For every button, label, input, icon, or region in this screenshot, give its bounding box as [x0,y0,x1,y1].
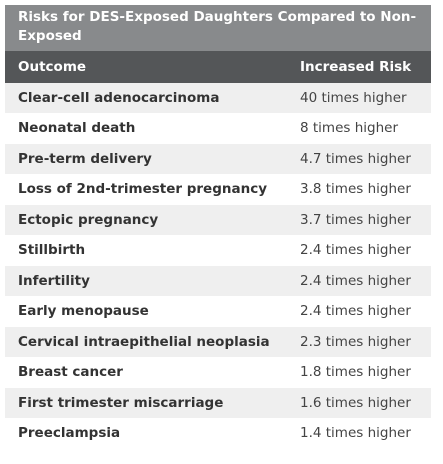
outcome-cell: Loss of 2nd-trimester pregnancy [18,181,268,198]
risk-cell: 1.8 times higher [300,364,411,381]
risk-cell: 1.6 times higher [300,394,411,411]
outcome-cell: Clear-cell adenocarcinoma [18,89,220,106]
table-row: Early menopause 2.4 times higher [5,297,431,327]
risk-cell: 1.4 times higher [300,425,411,442]
outcome-cell: Early menopause [18,303,149,320]
table-row: Loss of 2nd-trimester pregnancy 3.8 time… [5,175,431,205]
risk-cell: 8 times higher [300,120,398,137]
risk-cell: 2.4 times higher [300,272,411,289]
table-row: Ectopic pregnancy 3.7 times higher [5,205,431,236]
risk-table: Risks for DES-Exposed Daughters Compared… [5,5,431,449]
outcome-cell: Neonatal death [18,120,136,137]
risk-cell: 40 times higher [300,89,407,106]
outcome-cell: Stillbirth [18,242,86,259]
table-row: Clear-cell adenocarcinoma 40 times highe… [5,83,431,114]
table-row: Neonatal death 8 times higher [5,114,431,144]
table-row: Pre-term delivery 4.7 times higher [5,144,431,175]
table-row: Cervical intraepithelial neoplasia 2.3 t… [5,327,431,358]
risk-cell: 2.3 times higher [300,333,411,350]
table-row: First trimester miscarriage 1.6 times hi… [5,388,431,419]
column-header-risk: Increased Risk [300,59,412,75]
outcome-cell: First trimester miscarriage [18,394,224,411]
table-title: Risks for DES-Exposed Daughters Compared… [5,5,431,51]
risk-cell: 3.7 times higher [300,211,411,228]
table-header-row: Outcome Increased Risk [5,51,431,83]
table-row: Preeclampsia 1.4 times higher [5,419,431,449]
outcome-cell: Preeclampsia [18,425,121,442]
outcome-cell: Cervical intraepithelial neoplasia [18,333,270,350]
risk-cell: 3.8 times higher [300,181,411,198]
outcome-cell: Pre-term delivery [18,150,152,167]
outcome-cell: Breast cancer [18,364,123,381]
risk-cell: 2.4 times higher [300,303,411,320]
outcome-cell: Infertility [18,272,90,289]
outcome-cell: Ectopic pregnancy [18,211,159,228]
table-row: Infertility 2.4 times higher [5,266,431,297]
column-header-outcome: Outcome [18,59,87,75]
risk-cell: 2.4 times higher [300,242,411,259]
table-body: Clear-cell adenocarcinoma 40 times highe… [5,83,431,449]
table-row: Breast cancer 1.8 times higher [5,358,431,388]
table-row: Stillbirth 2.4 times higher [5,236,431,266]
risk-cell: 4.7 times higher [300,150,411,167]
